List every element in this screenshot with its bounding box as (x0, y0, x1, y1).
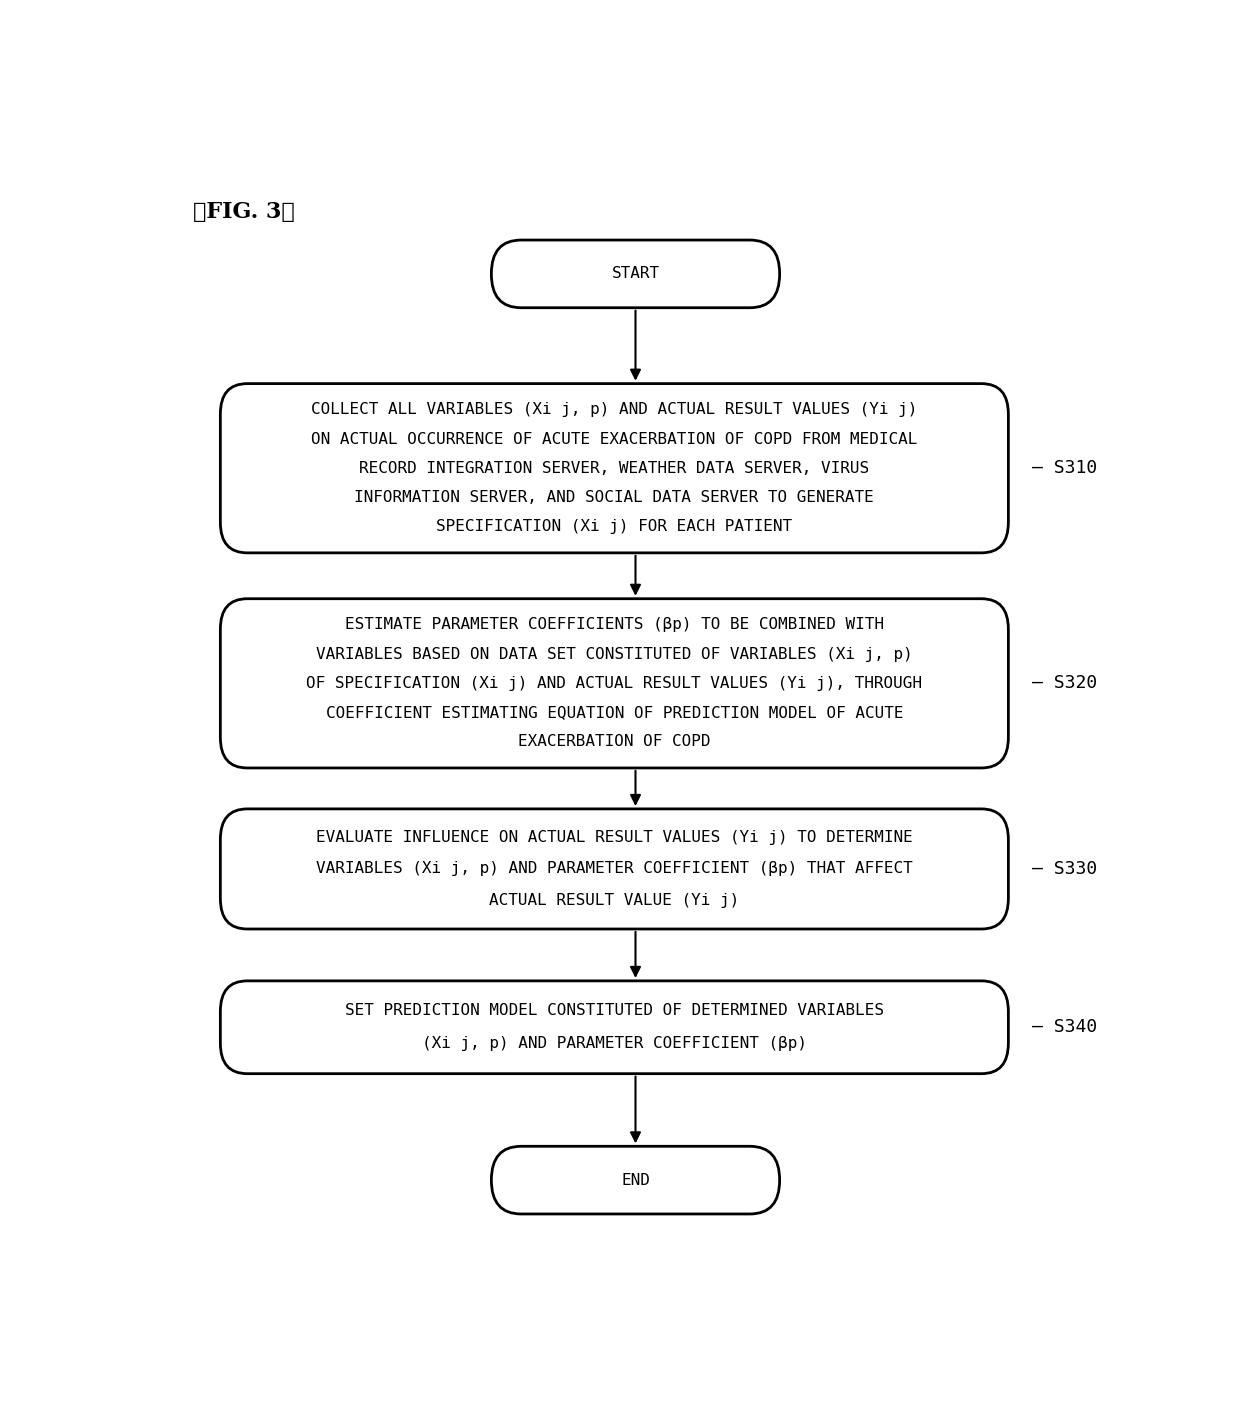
Text: END: END (621, 1173, 650, 1188)
Text: VARIABLES BASED ON DATA SET CONSTITUTED OF VARIABLES (Xi j, p): VARIABLES BASED ON DATA SET CONSTITUTED … (316, 647, 913, 662)
Text: INFORMATION SERVER, AND SOCIAL DATA SERVER TO GENERATE: INFORMATION SERVER, AND SOCIAL DATA SERV… (355, 489, 874, 505)
Text: — S320: — S320 (1033, 675, 1097, 692)
Text: — S310: — S310 (1033, 459, 1097, 478)
Text: COLLECT ALL VARIABLES (Xi j, p) AND ACTUAL RESULT VALUES (Yi j): COLLECT ALL VARIABLES (Xi j, p) AND ACTU… (311, 403, 918, 417)
Text: 【FIG. 3】: 【FIG. 3】 (193, 201, 295, 223)
FancyBboxPatch shape (491, 240, 780, 308)
FancyBboxPatch shape (221, 384, 1008, 553)
Text: (Xi j, p) AND PARAMETER COEFFICIENT (βp): (Xi j, p) AND PARAMETER COEFFICIENT (βp) (422, 1037, 807, 1051)
FancyBboxPatch shape (221, 808, 1008, 929)
FancyBboxPatch shape (221, 981, 1008, 1073)
Text: START: START (611, 267, 660, 281)
Text: ESTIMATE PARAMETER COEFFICIENTS (βp) TO BE COMBINED WITH: ESTIMATE PARAMETER COEFFICIENTS (βp) TO … (345, 617, 884, 632)
Text: COEFFICIENT ESTIMATING EQUATION OF PREDICTION MODEL OF ACUTE: COEFFICIENT ESTIMATING EQUATION OF PREDI… (326, 705, 903, 720)
FancyBboxPatch shape (221, 598, 1008, 769)
Text: SET PREDICTION MODEL CONSTITUTED OF DETERMINED VARIABLES: SET PREDICTION MODEL CONSTITUTED OF DETE… (345, 1003, 884, 1018)
Text: SPECIFICATION (Xi j) FOR EACH PATIENT: SPECIFICATION (Xi j) FOR EACH PATIENT (436, 519, 792, 535)
Text: — S340: — S340 (1033, 1018, 1097, 1037)
Text: ACTUAL RESULT VALUE (Yi j): ACTUAL RESULT VALUE (Yi j) (490, 893, 739, 908)
Text: RECORD INTEGRATION SERVER, WEATHER DATA SERVER, VIRUS: RECORD INTEGRATION SERVER, WEATHER DATA … (360, 461, 869, 475)
FancyBboxPatch shape (491, 1146, 780, 1214)
Text: EVALUATE INFLUENCE ON ACTUAL RESULT VALUES (Yi j) TO DETERMINE: EVALUATE INFLUENCE ON ACTUAL RESULT VALU… (316, 830, 913, 845)
Text: OF SPECIFICATION (Xi j) AND ACTUAL RESULT VALUES (Yi j), THROUGH: OF SPECIFICATION (Xi j) AND ACTUAL RESUL… (306, 676, 923, 691)
Text: ON ACTUAL OCCURRENCE OF ACUTE EXACERBATION OF COPD FROM MEDICAL: ON ACTUAL OCCURRENCE OF ACUTE EXACERBATI… (311, 431, 918, 447)
Text: VARIABLES (Xi j, p) AND PARAMETER COEFFICIENT (βp) THAT AFFECT: VARIABLES (Xi j, p) AND PARAMETER COEFFI… (316, 862, 913, 876)
Text: — S330: — S330 (1033, 859, 1097, 878)
Text: EXACERBATION OF COPD: EXACERBATION OF COPD (518, 735, 711, 749)
